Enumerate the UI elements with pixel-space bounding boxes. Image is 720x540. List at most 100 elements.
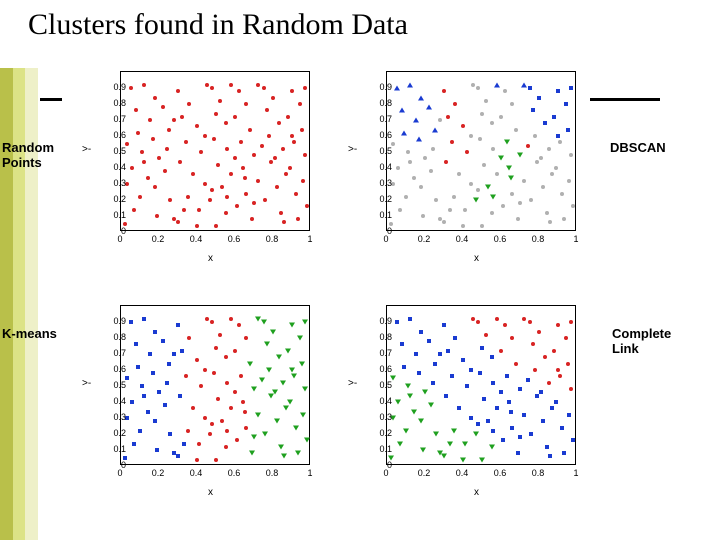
data-point: [473, 198, 479, 203]
data-point: [289, 368, 295, 373]
data-point: [547, 381, 551, 385]
data-point: [476, 422, 480, 426]
data-point: [548, 454, 552, 458]
ytick: 0.9: [113, 316, 126, 326]
data-point: [461, 224, 465, 228]
data-point: [187, 102, 191, 106]
data-point: [535, 160, 539, 164]
data-point: [490, 194, 496, 199]
data-point: [485, 185, 491, 190]
xtick: 0.2: [152, 468, 165, 478]
data-point: [129, 320, 133, 324]
data-point: [446, 115, 450, 119]
data-point: [397, 441, 403, 446]
data-point: [499, 115, 503, 119]
data-point: [545, 211, 549, 215]
data-point: [476, 188, 480, 192]
ytick: 0.7: [113, 348, 126, 358]
data-point: [490, 211, 494, 215]
data-point: [216, 397, 220, 401]
data-point: [210, 188, 214, 192]
data-point: [447, 441, 453, 446]
xtick: 0.6: [494, 468, 507, 478]
xtick: 0.4: [190, 234, 203, 244]
xtick: 0.6: [228, 234, 241, 244]
data-point: [203, 182, 207, 186]
xtick: 0.8: [266, 234, 279, 244]
data-point: [407, 393, 413, 398]
data-point: [216, 163, 220, 167]
data-point: [522, 413, 526, 417]
data-point: [176, 454, 180, 458]
data-point: [272, 390, 278, 395]
x-axis-label: x: [208, 253, 213, 264]
data-point: [256, 83, 260, 87]
data-point: [450, 140, 454, 144]
data-point: [168, 432, 172, 436]
data-point: [444, 394, 448, 398]
ytick: 0.9: [379, 82, 392, 92]
label-dbscan: DBSCAN: [610, 140, 666, 155]
data-point: [408, 160, 412, 164]
data-point: [495, 317, 499, 321]
data-point: [283, 406, 289, 411]
data-point: [220, 419, 224, 423]
data-point: [218, 99, 222, 103]
data-point: [457, 406, 461, 410]
data-point: [400, 342, 404, 346]
data-point: [444, 160, 448, 164]
data-point: [176, 89, 180, 93]
data-point: [556, 368, 560, 372]
data-point: [300, 128, 304, 132]
data-point: [434, 198, 438, 202]
data-point: [151, 137, 155, 141]
data-point: [267, 134, 271, 138]
chart-dbscan: 00.10.20.30.40.50.60.70.80.900.20.40.60.…: [346, 66, 586, 266]
data-point: [506, 166, 512, 171]
data-point: [305, 204, 309, 208]
data-point: [465, 384, 469, 388]
data-point: [427, 339, 431, 343]
data-point: [224, 355, 228, 359]
data-point: [262, 86, 266, 90]
plot-area: [386, 71, 576, 231]
data-point: [438, 118, 442, 122]
ytick: 0.7: [113, 114, 126, 124]
data-point: [148, 118, 152, 122]
data-point: [212, 371, 216, 375]
data-point: [281, 454, 287, 459]
data-point: [461, 124, 465, 128]
data-point: [531, 342, 535, 346]
data-point: [288, 166, 292, 170]
ytick: 0.1: [113, 210, 126, 220]
data-point: [281, 147, 285, 151]
xtick: 0.4: [190, 468, 203, 478]
data-point: [291, 374, 297, 379]
data-point: [273, 156, 277, 160]
ytick: 0.2: [113, 428, 126, 438]
data-point: [153, 96, 157, 100]
data-point: [505, 374, 509, 378]
data-point: [569, 153, 573, 157]
data-point: [271, 96, 275, 100]
data-point: [251, 387, 257, 392]
ytick: 0.4: [379, 396, 392, 406]
data-point: [550, 172, 554, 176]
data-point: [556, 89, 560, 93]
data-point: [401, 130, 407, 135]
data-point: [264, 342, 270, 347]
data-point: [509, 410, 513, 414]
data-point: [451, 428, 457, 433]
data-point: [300, 412, 306, 417]
data-point: [457, 172, 461, 176]
data-point: [560, 192, 564, 196]
data-point: [243, 410, 247, 414]
data-point: [208, 432, 212, 436]
data-point: [214, 224, 218, 228]
data-point: [134, 108, 138, 112]
ytick: 0.4: [113, 396, 126, 406]
ytick: 0.1: [113, 444, 126, 454]
data-point: [229, 83, 233, 87]
data-point: [494, 82, 500, 87]
data-point: [195, 224, 199, 228]
